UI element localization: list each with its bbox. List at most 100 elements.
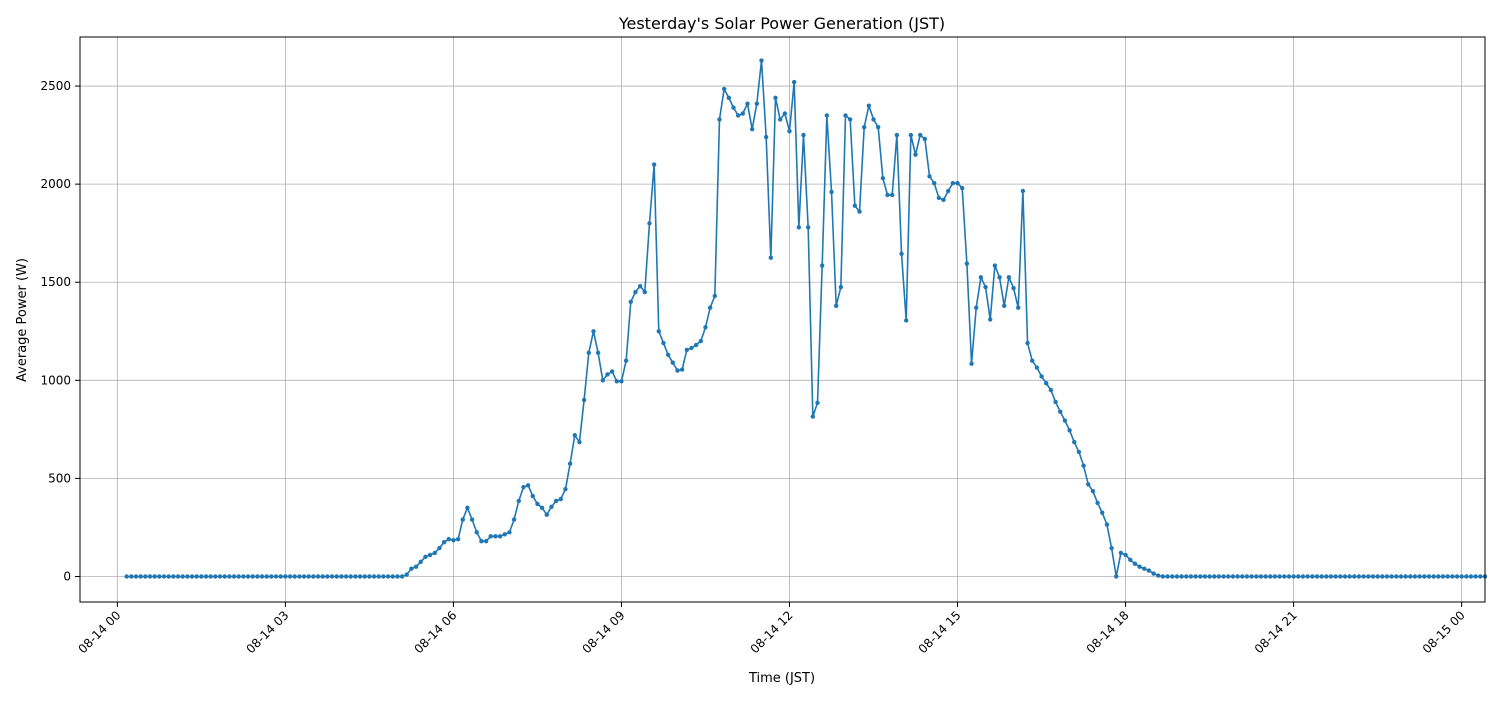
data-point — [572, 433, 577, 438]
data-point — [838, 284, 844, 290]
data-point — [558, 496, 563, 502]
data-point — [1314, 574, 1320, 579]
data-point — [259, 574, 265, 579]
data-point — [301, 574, 307, 579]
data-point — [199, 574, 204, 579]
data-point — [1044, 381, 1049, 386]
data-point — [969, 361, 974, 366]
data-point — [1356, 574, 1362, 579]
data-point — [1398, 574, 1404, 579]
data-point — [133, 574, 139, 579]
data-point — [871, 117, 876, 122]
data-point — [647, 221, 652, 226]
data-point — [927, 174, 932, 179]
data-point — [1240, 574, 1245, 579]
data-point — [161, 574, 167, 579]
data-point — [955, 180, 960, 186]
data-point — [1384, 574, 1390, 579]
data-point — [152, 574, 157, 579]
data-point — [759, 58, 764, 63]
data-point — [1072, 439, 1077, 445]
data-point — [1104, 522, 1110, 527]
data-point — [1081, 463, 1086, 468]
data-point — [217, 574, 223, 579]
data-point — [465, 505, 470, 511]
data-point — [1198, 574, 1203, 579]
data-point — [1272, 574, 1278, 579]
data-point — [1263, 574, 1268, 579]
data-point — [857, 209, 862, 214]
data-point — [255, 574, 260, 579]
data-point — [595, 350, 601, 356]
data-point — [1440, 574, 1446, 579]
data-point — [1370, 574, 1376, 579]
data-point — [974, 305, 979, 310]
data-point — [1193, 574, 1198, 579]
y-tick-label: 1500 — [40, 275, 71, 289]
data-point — [1422, 574, 1427, 579]
data-point — [1352, 574, 1357, 579]
x-tick-label: 08-14 12 — [748, 608, 796, 656]
data-point — [642, 289, 647, 295]
x-tick-label: 08-14 00 — [75, 608, 123, 656]
data-point — [474, 530, 479, 535]
data-point — [516, 498, 521, 504]
data-point — [269, 574, 274, 579]
data-point — [1235, 574, 1240, 579]
x-tick-label: 08-14 09 — [580, 608, 628, 656]
data-point — [325, 574, 330, 579]
data-point — [614, 379, 619, 384]
data-point — [1333, 574, 1338, 579]
data-point — [665, 352, 671, 358]
data-point — [1034, 365, 1040, 370]
data-point — [371, 574, 377, 579]
data-point — [936, 195, 942, 201]
data-point — [773, 95, 778, 101]
data-point — [997, 275, 1002, 280]
data-point — [306, 574, 311, 579]
data-point — [245, 574, 251, 579]
data-point — [521, 485, 526, 490]
data-point — [497, 534, 503, 539]
data-point — [768, 255, 774, 260]
data-point — [1324, 574, 1329, 579]
data-point — [395, 574, 400, 579]
data-point — [469, 517, 475, 522]
data-point — [1310, 574, 1315, 579]
data-point — [455, 537, 461, 542]
data-point — [241, 574, 246, 579]
data-point — [1030, 358, 1035, 363]
data-point — [1002, 303, 1007, 308]
data-point — [385, 574, 391, 579]
data-point — [236, 574, 241, 579]
data-point — [1305, 574, 1310, 579]
data-point — [656, 329, 661, 334]
data-point — [1086, 482, 1091, 487]
data-point — [824, 113, 830, 118]
data-point — [904, 318, 909, 323]
data-point — [964, 261, 970, 266]
data-point — [1048, 387, 1054, 393]
data-point — [1408, 574, 1413, 579]
data-point — [413, 564, 419, 569]
data-point — [819, 263, 825, 268]
data-point — [913, 152, 918, 157]
data-point — [745, 101, 750, 106]
data-point — [791, 79, 797, 85]
data-point — [1286, 574, 1292, 579]
data-point — [735, 113, 741, 118]
data-point — [1403, 574, 1408, 579]
data-point — [1412, 574, 1418, 579]
data-point — [777, 117, 783, 122]
data-point — [1067, 428, 1072, 433]
y-tick-label: 2000 — [40, 177, 71, 191]
data-point — [983, 284, 988, 290]
data-point — [861, 125, 867, 130]
data-point — [875, 125, 881, 130]
data-point — [409, 566, 414, 571]
data-point — [157, 574, 162, 579]
y-tick-label: 2500 — [40, 79, 71, 93]
data-point — [1445, 574, 1450, 579]
data-point — [567, 461, 573, 466]
